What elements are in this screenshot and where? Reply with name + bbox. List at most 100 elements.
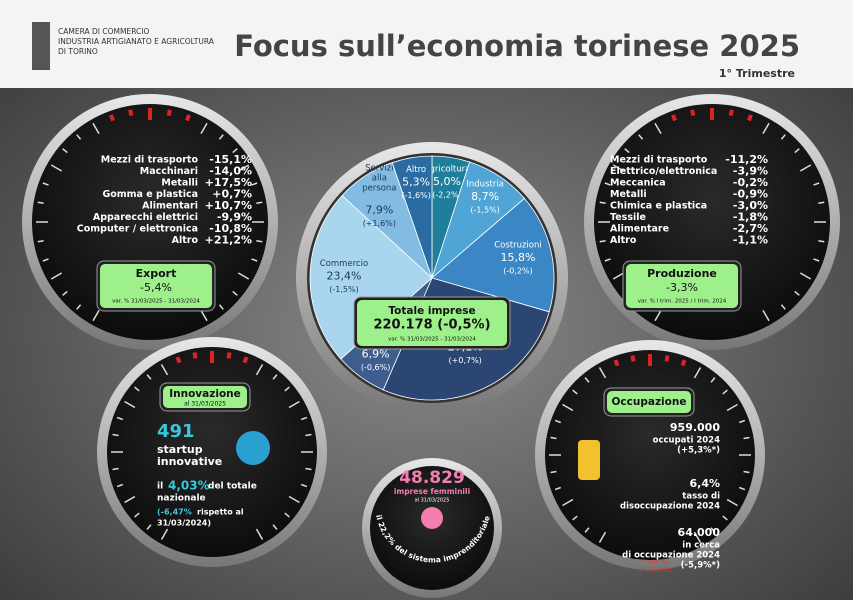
pie-slice xyxy=(431,197,555,313)
pie-change: (-1,6%) xyxy=(401,191,430,200)
gauge-tick xyxy=(604,258,611,262)
gauge-tick xyxy=(722,389,728,395)
gauge-tick xyxy=(710,377,716,383)
gauge-tick xyxy=(175,356,182,364)
export-value: -10,8% xyxy=(209,222,252,235)
gauge-tick xyxy=(251,182,258,186)
export-label: Macchinari xyxy=(140,166,198,177)
innov-text: il xyxy=(157,482,163,492)
pie-name: Industria xyxy=(466,180,504,190)
gauge-tick xyxy=(256,240,263,243)
gauge-tick xyxy=(305,467,312,471)
occ-line: di occupazione 2024 xyxy=(622,551,720,561)
export-label: Apparecchi elettrici xyxy=(93,212,198,223)
innov-line: startup xyxy=(157,443,203,456)
gauge-tick xyxy=(242,356,249,364)
gauge-tick xyxy=(92,122,100,135)
innov-text: del totale xyxy=(208,482,257,492)
prod-label: Tessile xyxy=(610,212,646,223)
gauge-tick xyxy=(301,483,308,488)
gauge-tick xyxy=(272,524,278,530)
occ-note: 2024/2023 xyxy=(639,567,672,574)
gauge-tick xyxy=(693,367,702,379)
gauge-tick xyxy=(288,400,300,409)
gauge-face xyxy=(545,350,755,560)
occ-value: 64.000 xyxy=(678,526,721,539)
export-label: Computer / elettronica xyxy=(77,224,198,235)
prod-value: -1,8% xyxy=(733,211,768,224)
gauge-tick xyxy=(200,309,208,322)
green-box xyxy=(357,300,507,346)
gauge-tick xyxy=(722,515,728,521)
gauge-tick xyxy=(134,386,140,392)
pie-value: 8,7% xyxy=(471,190,499,203)
pie-change: (+1,6%) xyxy=(363,219,396,228)
pie-change: (+0,7%) xyxy=(449,356,482,365)
gauge-tick xyxy=(572,515,578,521)
box-note: var. % I trim. 2025 / I trim. 2024 xyxy=(638,299,727,305)
gauge-tick xyxy=(799,272,812,280)
gauge-tick xyxy=(272,374,278,380)
gauge-face xyxy=(107,347,317,557)
gauge-tick xyxy=(226,352,232,359)
occ-title: Occupazione xyxy=(612,396,687,408)
gauge-tick xyxy=(693,531,702,543)
gauge-tick xyxy=(192,352,198,359)
logo xyxy=(32,22,50,70)
gauge-tick xyxy=(612,272,625,280)
green-box xyxy=(626,264,738,308)
gauge-tick xyxy=(554,419,561,424)
gauge-tick xyxy=(624,148,630,154)
gauge-tick xyxy=(664,355,670,362)
occ-icon xyxy=(578,440,600,480)
gauge-tick xyxy=(62,148,68,154)
gauge-tick xyxy=(124,400,136,409)
gauge-tick xyxy=(237,272,250,280)
gauge-tick xyxy=(305,433,312,437)
box-title: Export xyxy=(136,267,177,280)
innov-share: 4,03% xyxy=(168,479,210,493)
export-label: Alimentari xyxy=(142,201,198,212)
gauge-tick xyxy=(76,134,82,140)
fem-label: imprese femminili xyxy=(394,487,470,496)
gauge-tick xyxy=(726,403,738,412)
pie-value: 15,8% xyxy=(500,251,535,264)
gauge-tick xyxy=(232,290,238,296)
export-label: Mezzi di trasporto xyxy=(101,155,199,166)
pie-value: 5,0% xyxy=(433,175,461,188)
gauge-tick xyxy=(42,182,49,186)
gauge-tick xyxy=(813,258,820,262)
prod-value: -0,9% xyxy=(733,188,768,201)
export-value: +0,7% xyxy=(212,188,252,201)
box-title: Produzione xyxy=(647,267,717,280)
gauge-tick xyxy=(550,436,557,440)
innov-line: innovative xyxy=(157,455,222,468)
pie-name: Agricoltura xyxy=(424,165,471,175)
box-value: -5,4% xyxy=(140,281,172,294)
org-name: INDUSTRIA ARTIGIANATO E AGRICOLTURA xyxy=(58,37,215,46)
gauge-tick xyxy=(112,467,119,471)
gauge-tick xyxy=(794,290,800,296)
fem-icon xyxy=(421,507,443,529)
pie-value: 6,9% xyxy=(362,348,390,361)
gauge-tick xyxy=(654,309,662,322)
export-label: Gomma e plastica xyxy=(102,189,198,200)
pie-change: (-0,2%) xyxy=(503,267,532,276)
gauge-tick xyxy=(288,495,300,504)
gauge-tick xyxy=(739,419,746,424)
gauge-tick xyxy=(146,524,152,530)
occ-line: occupati 2024 xyxy=(653,436,720,446)
gauge-tick xyxy=(200,122,208,135)
prod-label: Meccanica xyxy=(610,178,666,189)
green-box xyxy=(163,386,247,408)
total-title: Totale imprese xyxy=(388,305,475,317)
pie-slice xyxy=(391,155,433,279)
pie-value: 23,4% xyxy=(327,269,362,282)
gauge-tick xyxy=(818,201,825,204)
pie-name: Servizi alla persona xyxy=(362,163,396,193)
gauge-tick xyxy=(743,436,750,440)
gauge-tick xyxy=(50,164,63,172)
occ-line: disoccupazione 2024 xyxy=(620,502,720,512)
innov-text: rispetto al xyxy=(197,508,244,517)
gauge-tick xyxy=(794,148,800,154)
